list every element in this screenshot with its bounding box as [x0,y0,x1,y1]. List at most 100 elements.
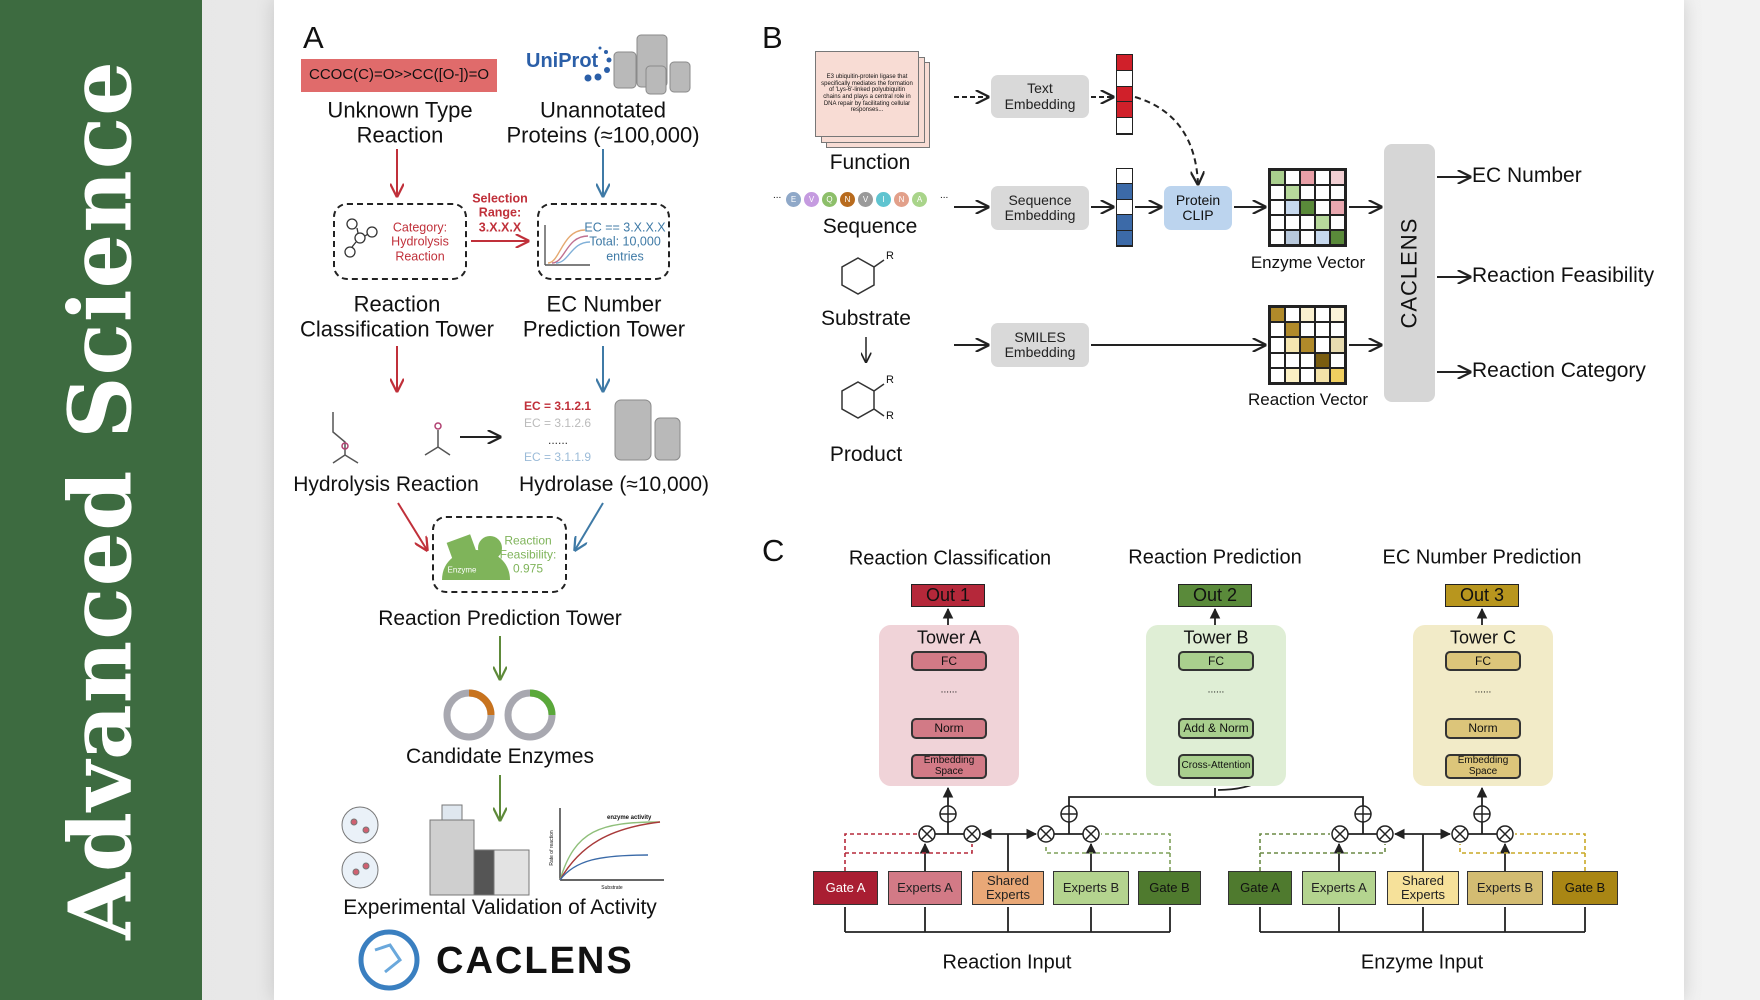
grid-cell [1315,352,1330,368]
reaction-experts-a-box: Experts A [888,871,962,905]
tower-block-cross-attention: Cross-Attention [1178,754,1254,779]
sequence-residue-bead: E [786,192,801,207]
vector-cell [1117,118,1132,134]
grid-cell [1285,352,1300,368]
grid-cell [1300,185,1315,200]
category-text: Category: Hydrolysis Reaction [391,220,449,264]
output-reaction-category: Reaction Category [1472,359,1646,382]
grid-cell [1330,185,1345,200]
grid-cell [1330,170,1345,185]
r-group-product-1: R [886,374,894,386]
sequence-residue-bead: A [912,192,927,207]
grid-cell [1330,307,1345,323]
sum-and-product-nodes [918,805,1514,843]
plus-node-a [939,805,957,823]
unknown-type-reaction-label: Unknown Type Reaction [327,97,473,148]
substrate-label: Substrate [821,306,911,330]
heading-reaction-prediction: Reaction Prediction [1128,546,1302,569]
graph-title: enzyme activity [607,815,652,821]
r-group-product-2: R [886,410,894,422]
heading-ec-number-prediction: EC Number Prediction [1382,546,1582,569]
protein-clip-box: Protein CLIP [1164,186,1232,230]
grid-cell [1330,200,1345,215]
sequence-residue-bead: V [804,192,819,207]
tower-block-norm: Norm [911,718,987,739]
smiles-input-box: CCOC(C)=O>>CC([O-])=O [301,59,497,92]
ec-selection-box [537,203,670,280]
vector-cell [1117,184,1132,200]
selection-range-text: Selection Range: 3.X.X.X [472,191,528,235]
grid-cell [1285,200,1300,215]
grid-cell [1270,170,1285,185]
grid-cell [1315,322,1330,338]
reaction-classification-tower-label: Reaction Classification Tower [299,291,495,342]
grid-cell [1270,322,1285,338]
tower-title: Tower A [916,627,982,648]
reaction-input-label: Reaction Input [942,951,1072,974]
reaction-gate-a-box: Gate A [813,871,878,905]
grid-cell [1270,200,1285,215]
panel-b-label: B [762,20,783,55]
reaction-gate-b-box: Gate B [1138,871,1201,905]
panel-c-connectors [844,607,1586,933]
grid-cell [1270,185,1285,200]
grid-cell [1300,322,1315,338]
uniprot-logo: UniProt [526,50,599,72]
smiles-embedding-box: SMILES Embedding [991,323,1089,367]
tower-block-fc: FC [911,651,987,671]
grid-cell [1300,215,1315,230]
panel-c-label: C [762,533,785,568]
database-icon [613,34,691,461]
tower-block-embedding-space: Embedding Space [911,754,987,779]
grid-cell [1300,200,1315,215]
lab-equipment-illustration [341,804,530,896]
text-embedding-box: Text Embedding [991,75,1089,118]
feasibility-text: Reaction Feasibility: 0.975 [499,533,557,575]
grid-cell [1270,215,1285,230]
plus-node-b1 [1060,805,1078,823]
ec-list: EC = 3.1.2.1 EC = 3.1.2.6 ...... EC = 3.… [524,399,592,464]
enzyme-shared-experts-box: Shared Experts [1387,871,1459,905]
reaction-shared-experts-box: Shared Experts [972,871,1044,905]
output-reaction-feasibility: Reaction Feasibility [1472,264,1655,287]
grid-cell [1270,352,1285,368]
r-group-substrate: R [886,250,894,262]
vector-cell [1117,70,1132,87]
enzyme-activity-graph [559,808,664,881]
out-1-box: Out 1 [911,584,985,607]
panel-a-arrows [397,149,603,820]
sequence-residue-bead: N [840,192,855,207]
caclens-model-label: CACLENS [1396,217,1422,329]
grid-cell [1285,215,1300,230]
category-box [333,203,467,280]
vector-cell [1117,230,1132,247]
product-label: Product [829,442,903,466]
vector-cell [1117,102,1132,119]
grid-cell [1285,307,1300,323]
output-ec-number: EC Number [1472,164,1582,187]
unannotated-proteins-label: Unannotated Proteins (≈100,000) [506,97,700,148]
ec-selection-text: EC == 3.X.X.X Total: 10,000 entries [584,220,666,264]
grid-cell [1300,170,1315,185]
grid-cell [1330,352,1345,368]
grid-cell [1315,307,1330,323]
ec-prediction-tower-label: EC Number Prediction Tower [522,291,686,342]
uniprot-logo-dots [584,46,612,82]
tower-block-fc: FC [1445,651,1521,671]
grid-cell [1315,215,1330,230]
vector-cell [1117,169,1132,185]
vector-cell [1117,199,1132,216]
tower-block-norm: Norm [1445,718,1521,739]
sequence-ellipsis-right: ... [940,190,949,201]
tower-title: Tower C [1449,627,1517,648]
grid-cell [1285,170,1300,185]
caclens-logo-text: CACLENS [436,940,634,982]
caclens-model-bar: CACLENS [1384,144,1435,402]
grid-cell [1285,337,1300,353]
grid-cell [1270,307,1285,323]
tower-ellipsis: ...... [1207,684,1225,696]
tower-ellipsis: ...... [1474,684,1492,696]
grid-cell [1315,367,1330,383]
reaction-prediction-tower-label: Reaction Prediction Tower [378,606,622,630]
